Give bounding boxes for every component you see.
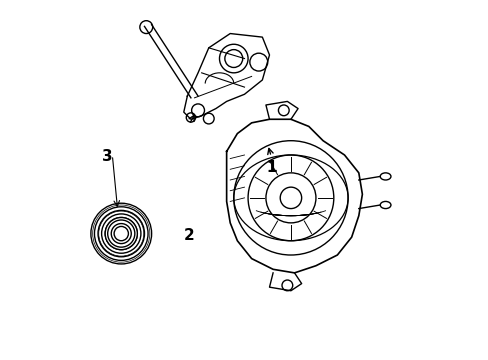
- Text: 2: 2: [183, 228, 194, 243]
- Text: 3: 3: [102, 149, 112, 164]
- Text: 1: 1: [265, 160, 276, 175]
- Circle shape: [114, 226, 128, 241]
- Text: 1: 1: [265, 160, 276, 175]
